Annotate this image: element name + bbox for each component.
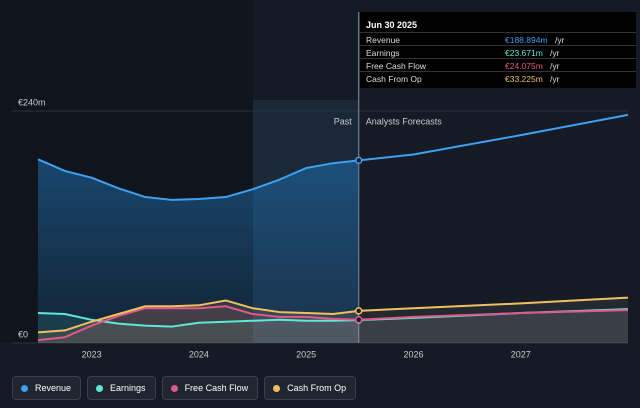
tooltip-label: Revenue: [366, 35, 401, 45]
legend-dot: [273, 384, 281, 392]
point-marker: [354, 315, 363, 324]
x-tick-label: 2026: [403, 349, 423, 359]
legend-button[interactable]: Cash From Op: [264, 376, 357, 400]
legend-dot: [96, 384, 104, 392]
tooltip-value: €24.075m: [505, 61, 543, 71]
x-tick-label: 2025: [296, 349, 316, 359]
series-line: [37, 296, 629, 334]
x-tick-label: 2023: [82, 349, 102, 359]
tooltip-label: Earnings: [366, 48, 400, 58]
legend-label: Earnings: [110, 383, 146, 393]
past-area: [38, 159, 359, 343]
past-area: [38, 306, 359, 343]
tooltip-row: Free Cash Flow €24.075m/yr: [360, 58, 636, 72]
tooltip-value: €188.894m: [505, 35, 548, 45]
x-tick-label: 2024: [189, 349, 209, 359]
tooltip-value: €33.225m: [505, 74, 543, 84]
legend-label: Revenue: [35, 383, 72, 393]
legend-dot: [170, 384, 178, 392]
forecast-area: [358, 310, 628, 343]
tooltip-title: Jun 30 2025: [366, 20, 418, 30]
legend-dot: [21, 384, 28, 392]
tooltip-unit: /yr: [550, 48, 560, 58]
y-tick-label: €240m: [18, 97, 46, 107]
legend-button[interactable]: Revenue: [12, 376, 82, 400]
past-area: [38, 300, 359, 343]
legend-button[interactable]: Free Cash Flow: [161, 376, 259, 400]
tooltip-unit: /yr: [555, 35, 565, 45]
tooltip-row: Earnings €23.671m/yr: [360, 45, 636, 59]
forecast-area: [358, 297, 628, 343]
series-line: [37, 113, 629, 201]
tooltip: Jun 30 2025 Revenue €188.894m/yr Earnings €…: [360, 12, 636, 88]
tooltip-unit: /yr: [550, 74, 560, 84]
forecast-label: Analysts Forecasts: [366, 116, 443, 126]
legend-label: Cash From Op: [287, 383, 347, 393]
tooltip-row: Revenue €188.894m/yr: [360, 32, 636, 46]
chart: €0 €240m 2023 2024 2025 2026 2027 Past Analysts …: [12, 12, 629, 360]
y-tick-label: €0: [18, 329, 28, 339]
tooltip-label: Free Cash Flow: [366, 61, 426, 71]
tooltip-value: €23.671m: [505, 48, 543, 58]
point-marker: [354, 156, 363, 165]
tooltip-row: Cash From Op €33.225m/yr: [360, 71, 636, 85]
tooltip-unit: /yr: [550, 61, 560, 71]
tooltip-label: Cash From Op: [366, 74, 422, 84]
legend: Revenue Earnings Free Cash Flow Cash From O…: [12, 376, 357, 400]
legend-label: Free Cash Flow: [184, 383, 249, 393]
point-marker: [354, 307, 363, 315]
series-line: [37, 305, 629, 342]
legend-button[interactable]: Earnings: [87, 376, 156, 400]
past-label: Past: [334, 116, 353, 126]
x-tick-label: 2027: [511, 349, 531, 359]
